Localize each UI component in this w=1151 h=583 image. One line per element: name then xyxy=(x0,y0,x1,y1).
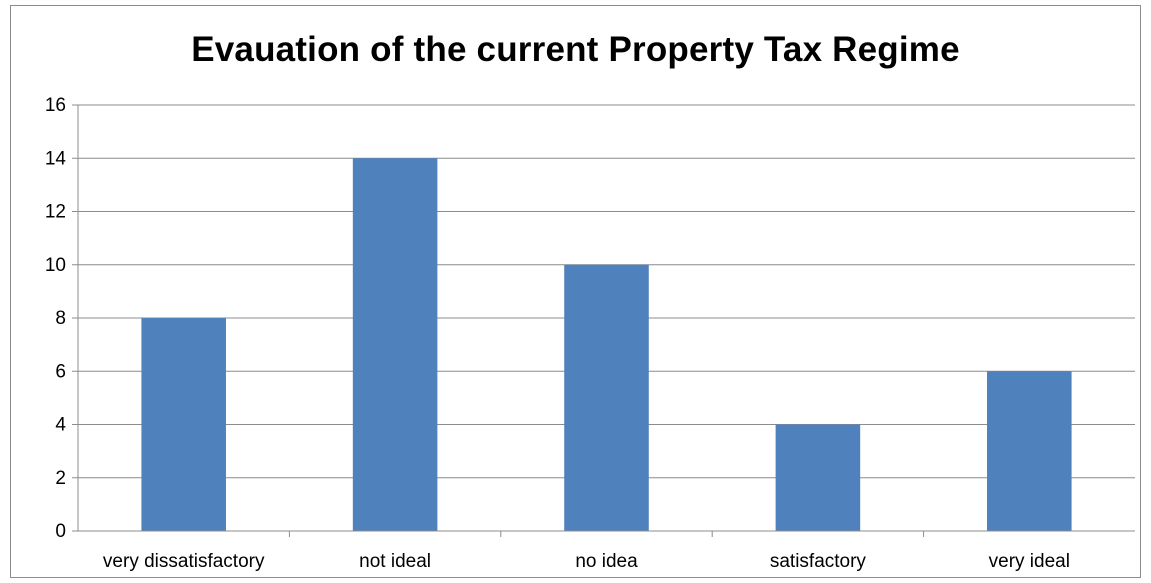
x-tick-labels: very dissatisfactory not ideal no idea sati… xyxy=(103,551,1070,572)
y-tick-label: 4 xyxy=(55,415,66,436)
x-tick-label: no idea xyxy=(575,551,638,572)
chart-title: Evauation of the current Property Tax Re… xyxy=(191,30,960,69)
x-tick-label: satisfactory xyxy=(770,551,867,572)
y-tick-label: 2 xyxy=(55,468,66,489)
bar-no-idea xyxy=(564,264,649,531)
y-tick-labels: 0 2 4 6 8 10 12 14 16 xyxy=(45,95,67,542)
bar-not-ideal xyxy=(352,158,438,531)
y-tick-label: 0 xyxy=(55,521,66,542)
bar-very-dissatisfactory xyxy=(141,318,226,531)
y-tick-label: 6 xyxy=(55,361,66,382)
y-tick-label: 12 xyxy=(45,202,66,223)
y-tick-label: 8 xyxy=(55,308,66,329)
x-tick-label: very ideal xyxy=(989,551,1070,572)
axes xyxy=(72,104,1135,537)
bar-satisfactory xyxy=(775,424,861,531)
y-tick-label: 10 xyxy=(45,255,66,276)
y-tick-label: 16 xyxy=(45,95,66,116)
x-tick-label: not ideal xyxy=(359,551,431,572)
bar-very-ideal xyxy=(987,371,1072,531)
x-tick-label: very dissatisfactory xyxy=(103,551,265,572)
bars xyxy=(141,158,1072,531)
y-tick-label: 14 xyxy=(45,148,67,169)
